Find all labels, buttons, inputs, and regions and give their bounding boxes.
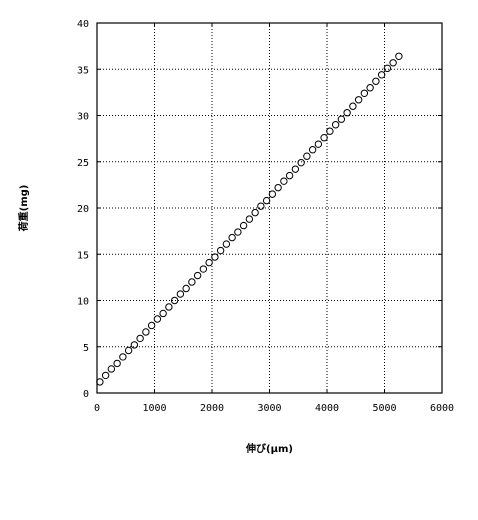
data-point	[153, 315, 162, 323]
data-point	[239, 221, 248, 230]
x-axis-tick-labels: 0 1000 2000 3000 4000 5000 6000	[94, 403, 454, 414]
data-point	[193, 271, 202, 280]
data-point	[165, 303, 173, 311]
data-point	[389, 59, 397, 67]
data-point	[303, 152, 311, 160]
x-tick-label: 5000	[372, 403, 396, 414]
data-point	[199, 265, 208, 273]
data-point	[349, 102, 357, 110]
data-point	[211, 253, 219, 261]
data-point	[124, 346, 133, 355]
x-axis-title: 伸び(μm)	[245, 442, 293, 455]
y-tick-label: 20	[77, 204, 89, 215]
axis-ticks	[96, 22, 443, 394]
data-point	[360, 89, 369, 98]
x-tick-label: 2000	[200, 403, 224, 414]
data-point	[228, 233, 236, 242]
data-point	[274, 183, 282, 192]
data-point	[280, 177, 288, 185]
data-point	[170, 296, 179, 305]
data-point	[107, 365, 116, 373]
y-tick-label: 10	[77, 297, 89, 308]
data-point	[182, 284, 190, 293]
data-point	[113, 359, 121, 368]
data-point	[314, 140, 323, 148]
data-point	[96, 378, 104, 386]
data-point	[395, 52, 403, 60]
data-point	[222, 240, 231, 248]
data-point	[354, 96, 363, 104]
y-axis-tick-labels: 0 5 10 15 20 25 30 35 40	[77, 19, 89, 400]
data-point	[291, 165, 300, 173]
y-tick-label: 35	[77, 65, 89, 76]
x-tick-label: 1000	[142, 403, 166, 414]
data-point	[331, 121, 340, 129]
data-point	[326, 127, 334, 135]
data-point	[372, 77, 380, 85]
x-tick-label: 6000	[430, 403, 454, 414]
x-tick-label: 0	[94, 403, 100, 414]
data-point	[147, 321, 156, 330]
data-point	[383, 64, 392, 73]
data-point	[245, 215, 254, 223]
data-point	[205, 258, 213, 267]
data-point	[159, 309, 167, 318]
data-point	[216, 246, 225, 255]
data-points	[96, 52, 403, 386]
x-tick-label: 4000	[315, 403, 339, 414]
y-tick-label: 30	[77, 112, 89, 123]
data-point	[234, 228, 242, 236]
y-axis-title: 荷重(mg)	[17, 185, 30, 233]
data-point	[343, 109, 351, 117]
data-point	[101, 371, 110, 380]
data-point	[308, 146, 317, 154]
x-tick-label: 3000	[257, 403, 281, 414]
data-point	[366, 84, 374, 92]
data-point	[176, 290, 185, 298]
data-point	[257, 202, 265, 210]
data-point	[142, 328, 150, 336]
data-point	[119, 353, 127, 361]
y-tick-label: 0	[83, 389, 89, 400]
data-point	[136, 334, 144, 343]
data-point	[320, 134, 328, 142]
y-tick-label: 15	[77, 250, 89, 261]
data-point	[337, 115, 346, 123]
data-point	[130, 341, 139, 349]
y-tick-label: 5	[83, 343, 89, 354]
data-point	[268, 190, 277, 198]
y-tick-label: 40	[77, 19, 89, 30]
data-point	[251, 208, 259, 217]
grid-lines	[97, 23, 442, 393]
data-point	[285, 171, 294, 180]
data-point	[297, 158, 305, 167]
data-point	[188, 278, 196, 286]
data-point	[377, 71, 386, 79]
y-tick-label: 25	[77, 158, 89, 169]
data-point	[262, 196, 271, 205]
